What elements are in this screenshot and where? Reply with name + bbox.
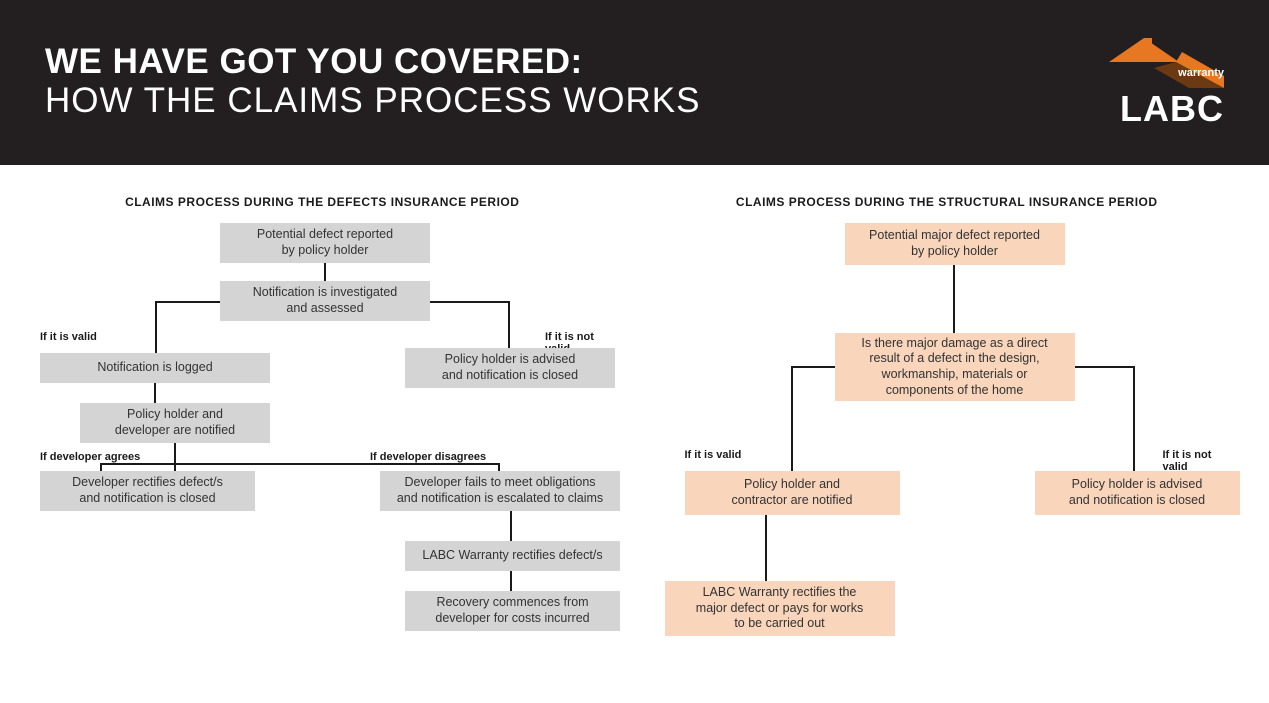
header-text-block: WE HAVE GOT YOU COVERED: HOW THE CLAIMS … — [45, 44, 701, 121]
flow-node-c: Notification is logged — [40, 353, 270, 383]
labc-logo: warranty LABC — [1094, 38, 1224, 127]
connector-line — [174, 443, 176, 471]
connector-line — [508, 301, 510, 348]
right-flow-area: If it is valid If it is not valid Potentia… — [665, 223, 1230, 683]
branch-label-valid: If it is valid — [40, 331, 97, 343]
connector-line — [510, 571, 512, 591]
left-flowchart: CLAIMS PROCESS DURING THE DEFECTS INSURA… — [40, 195, 605, 683]
left-title: CLAIMS PROCESS DURING THE DEFECTS INSURA… — [40, 195, 605, 209]
flow-node-b: Notification is investigated and assesse… — [220, 281, 430, 321]
branch-label-valid: If it is valid — [685, 449, 742, 461]
flow-node-i: Recovery commences from developer for co… — [405, 591, 620, 631]
flow-node-d: Policy holder is advised and notificatio… — [1035, 471, 1240, 515]
connector-line — [498, 463, 500, 471]
flow-node-f: Developer rectifies defect/s and notific… — [40, 471, 255, 511]
flow-node-h: LABC Warranty rectifies defect/s — [405, 541, 620, 571]
flow-node-b: Is there major damage as a direct result… — [835, 333, 1075, 401]
flow-node-a: Potential defect reported by policy hold… — [220, 223, 430, 263]
header-banner: WE HAVE GOT YOU COVERED: HOW THE CLAIMS … — [0, 0, 1269, 165]
logo-text: LABC — [1120, 91, 1224, 127]
flow-node-d: Policy holder is advised and notificatio… — [405, 348, 615, 388]
content-area: CLAIMS PROCESS DURING THE DEFECTS INSURA… — [0, 165, 1269, 703]
branch-label-notvalid: If it is not valid — [1163, 449, 1230, 473]
right-flowchart: CLAIMS PROCESS DURING THE STRUCTURAL INS… — [665, 195, 1230, 683]
connector-line — [155, 301, 157, 353]
connector-line — [791, 366, 835, 368]
connector-line — [154, 383, 156, 403]
flow-node-g: Developer fails to meet obligations and … — [380, 471, 620, 511]
connector-line — [953, 265, 955, 333]
connector-line — [100, 463, 500, 465]
flow-node-c: Policy holder and contractor are notifie… — [685, 471, 900, 515]
connector-line — [1133, 366, 1135, 471]
roof-icon: warranty — [1094, 38, 1224, 93]
left-flow-area: If it is validIf it is not validIf devel… — [40, 223, 605, 683]
connector-line — [100, 463, 102, 471]
connector-line — [430, 301, 510, 303]
connector-line — [1075, 366, 1135, 368]
connector-line — [791, 366, 793, 471]
connector-line — [765, 515, 767, 581]
flow-node-e: Policy holder and developer are notified — [80, 403, 270, 443]
warranty-tag: warranty — [1177, 67, 1224, 79]
flow-node-a: Potential major defect reported by polic… — [845, 223, 1065, 265]
header-title: WE HAVE GOT YOU COVERED: — [45, 44, 701, 81]
header-subtitle: HOW THE CLAIMS PROCESS WORKS — [45, 81, 701, 121]
flow-node-e: LABC Warranty rectifies the major defect… — [665, 581, 895, 636]
branch-label-devdisagree: If developer disagrees — [370, 451, 486, 463]
right-title: CLAIMS PROCESS DURING THE STRUCTURAL INS… — [665, 195, 1230, 209]
connector-line — [324, 263, 326, 281]
connector-line — [510, 511, 512, 541]
connector-line — [155, 301, 220, 303]
branch-label-devagree: If developer agrees — [40, 451, 140, 463]
